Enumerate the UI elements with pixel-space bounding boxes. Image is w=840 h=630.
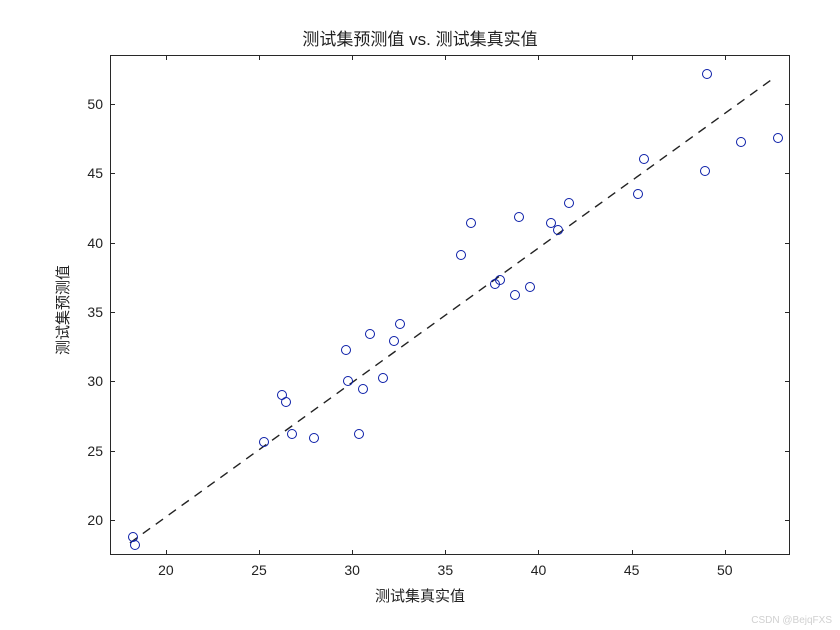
y-tick-label: 45: [75, 165, 103, 181]
x-tick-label: 20: [158, 562, 174, 578]
x-tick-mark: [632, 55, 633, 60]
y-tick-mark: [785, 451, 790, 452]
x-tick-mark: [725, 550, 726, 555]
data-point: [466, 218, 476, 228]
y-tick-mark: [110, 520, 115, 521]
data-point: [378, 373, 388, 383]
x-tick-label: 40: [531, 562, 547, 578]
x-tick-label: 50: [717, 562, 733, 578]
x-tick-mark: [445, 55, 446, 60]
identity-line: [111, 56, 789, 554]
y-axis-label: 测试集预测值: [52, 265, 73, 355]
y-tick-mark: [110, 173, 115, 174]
x-tick-mark: [259, 55, 260, 60]
data-point: [639, 154, 649, 164]
data-point: [395, 319, 405, 329]
data-point: [736, 137, 746, 147]
x-tick-label: 25: [251, 562, 267, 578]
data-point: [341, 345, 351, 355]
x-tick-label: 30: [344, 562, 360, 578]
x-tick-mark: [725, 55, 726, 60]
y-tick-label: 50: [75, 96, 103, 112]
x-tick-mark: [352, 55, 353, 60]
x-tick-mark: [352, 550, 353, 555]
x-tick-mark: [259, 550, 260, 555]
data-point: [495, 275, 505, 285]
y-tick-mark: [785, 173, 790, 174]
data-point: [510, 290, 520, 300]
chart-container: 测试集预测值 vs. 测试集真实值 测试集真实值 测试集预测值 CSDN @Be…: [0, 0, 840, 630]
data-point: [456, 250, 466, 260]
y-tick-mark: [785, 381, 790, 382]
data-point: [700, 166, 710, 176]
data-point: [259, 437, 269, 447]
data-point: [130, 540, 140, 550]
x-tick-mark: [166, 550, 167, 555]
x-tick-label: 35: [438, 562, 454, 578]
y-tick-mark: [110, 243, 115, 244]
data-point: [553, 225, 563, 235]
y-tick-mark: [110, 381, 115, 382]
data-point: [281, 397, 291, 407]
x-tick-label: 45: [624, 562, 640, 578]
y-tick-label: 40: [75, 235, 103, 251]
y-tick-mark: [785, 243, 790, 244]
data-point: [514, 212, 524, 222]
plot-area: [110, 55, 790, 555]
y-tick-mark: [785, 104, 790, 105]
y-tick-label: 20: [75, 512, 103, 528]
y-tick-label: 35: [75, 304, 103, 320]
y-tick-mark: [110, 104, 115, 105]
x-tick-mark: [445, 550, 446, 555]
data-point: [633, 189, 643, 199]
data-point: [309, 433, 319, 443]
chart-title: 测试集预测值 vs. 测试集真实值: [0, 25, 840, 50]
y-tick-mark: [785, 520, 790, 521]
x-tick-mark: [632, 550, 633, 555]
data-point: [702, 69, 712, 79]
data-point: [773, 133, 783, 143]
watermark: CSDN @BejqFXS: [751, 615, 832, 626]
data-point: [564, 198, 574, 208]
x-tick-mark: [166, 55, 167, 60]
data-point: [287, 429, 297, 439]
data-point: [389, 336, 399, 346]
y-tick-label: 30: [75, 373, 103, 389]
data-point: [525, 282, 535, 292]
data-point: [358, 384, 368, 394]
y-tick-mark: [785, 312, 790, 313]
data-point: [354, 429, 364, 439]
y-tick-mark: [110, 451, 115, 452]
x-axis-label: 测试集真实值: [0, 585, 840, 606]
data-point: [343, 376, 353, 386]
data-point: [365, 329, 375, 339]
y-tick-label: 25: [75, 443, 103, 459]
x-tick-mark: [538, 55, 539, 60]
y-tick-mark: [110, 312, 115, 313]
x-tick-mark: [538, 550, 539, 555]
